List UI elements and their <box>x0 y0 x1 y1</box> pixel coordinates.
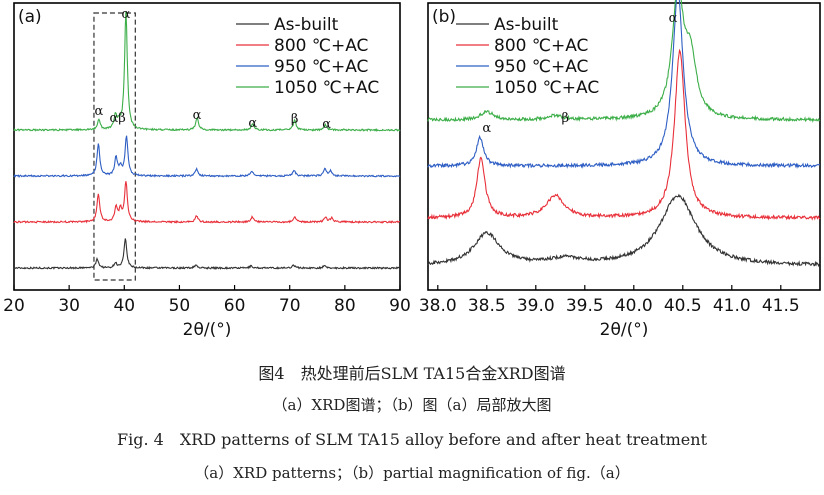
caption-cn-subtitle: （a）XRD图谱；（b）图（a）局部放大图 <box>272 396 552 414</box>
legend-label: 950 ℃+AC <box>274 57 368 77</box>
caption-en-title: Fig. 4 XRD patterns of SLM TA15 alloy be… <box>117 430 707 449</box>
x-tick-label: 38.5 <box>468 296 506 316</box>
x-tick-label: 39.0 <box>517 296 555 316</box>
phase-label: β <box>561 111 569 126</box>
phase-label: α <box>122 7 131 22</box>
phase-label: α <box>95 104 104 119</box>
x-tick-label: 20 <box>3 296 25 316</box>
series-line-3 <box>427 0 821 123</box>
legend-label: As-built <box>274 15 339 35</box>
x-tick-label: 60 <box>224 296 246 316</box>
series-line-2 <box>427 0 820 169</box>
series-line-2 <box>13 135 401 178</box>
plot-frame <box>13 2 401 291</box>
phase-label: β <box>291 112 299 127</box>
x-tick-label: 80 <box>334 296 356 316</box>
x-tick-label: 41.5 <box>762 296 800 316</box>
x-tick-label: 41.0 <box>713 296 751 316</box>
caption-en-subtitle: （a）XRD patterns；（b）partial magnification… <box>194 464 630 482</box>
phase-label: α <box>248 116 257 131</box>
x-tick-label: 30 <box>58 296 80 316</box>
phase-label: α <box>322 117 331 132</box>
phase-label: α <box>193 108 202 123</box>
zoom-region-box <box>93 12 136 281</box>
x-tick-label: 90 <box>389 296 411 316</box>
x-axis-label: 2θ/(°) <box>183 320 232 340</box>
series-line-1 <box>13 181 401 224</box>
legend-label: 1050 ℃+AC <box>494 78 599 98</box>
x-tick-label: 40.0 <box>615 296 653 316</box>
x-tick-label: 38.0 <box>419 296 457 316</box>
x-tick-label: 39.5 <box>566 296 604 316</box>
panel-label: (b) <box>432 7 456 27</box>
legend-label: 800 ℃+AC <box>274 36 368 56</box>
legend-label: 950 ℃+AC <box>494 57 588 77</box>
legend-label: 800 ℃+AC <box>494 36 588 56</box>
series-line-0 <box>427 193 821 268</box>
phase-label: αβ <box>110 111 126 126</box>
legend-label: 1050 ℃+AC <box>274 78 379 98</box>
series-line-0 <box>13 238 401 270</box>
x-tick-label: 40 <box>113 296 135 316</box>
series-line-1 <box>427 48 821 221</box>
panel-label: (a) <box>18 7 42 27</box>
x-axis-label: 2θ/(°) <box>600 320 649 340</box>
phase-label: α <box>482 121 491 136</box>
x-tick-label: 50 <box>169 296 191 316</box>
x-tick-label: 40.5 <box>664 296 702 316</box>
plot-frame <box>427 2 821 291</box>
series-line-3 <box>13 11 401 132</box>
x-tick-label: 70 <box>279 296 301 316</box>
legend-label: As-built <box>494 15 559 35</box>
phase-label: α <box>669 11 678 26</box>
caption-cn-title: 图4 热处理前后SLM TA15合金XRD图谱 <box>258 364 566 383</box>
